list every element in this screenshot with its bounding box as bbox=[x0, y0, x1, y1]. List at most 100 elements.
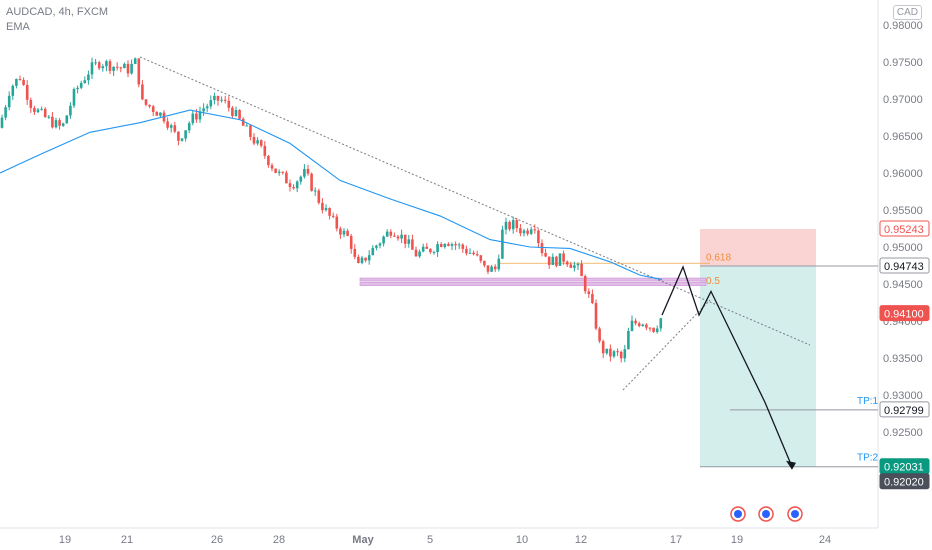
fib-618-label: 0.618 bbox=[706, 252, 731, 263]
candle-up bbox=[184, 130, 187, 139]
candle-up bbox=[501, 229, 504, 259]
candle-up bbox=[36, 109, 40, 113]
candle-down bbox=[252, 136, 256, 144]
candle-down bbox=[544, 253, 547, 257]
candle-down bbox=[155, 111, 159, 116]
candle-down bbox=[151, 106, 155, 112]
candle-up bbox=[256, 140, 259, 144]
candle-down bbox=[454, 244, 457, 246]
price-tag-label: 0.92799 bbox=[884, 405, 924, 417]
candle-down bbox=[526, 230, 529, 234]
descending-trendline[interactable] bbox=[139, 56, 811, 346]
candle-up bbox=[4, 107, 7, 118]
candle-down bbox=[652, 327, 655, 332]
flag-icon bbox=[762, 510, 770, 518]
candle-up bbox=[367, 255, 371, 261]
price-tag-box[interactable] bbox=[879, 220, 930, 237]
candle-down bbox=[349, 235, 353, 249]
candle-up bbox=[0, 117, 4, 128]
x-tick-label: 19 bbox=[731, 534, 743, 546]
candle-down bbox=[601, 341, 605, 354]
chart-title: AUDCAD, 4h, FXCM bbox=[6, 6, 109, 18]
candle-up bbox=[187, 123, 191, 131]
candle-down bbox=[411, 239, 414, 250]
candle-up bbox=[72, 89, 76, 106]
candle-down bbox=[565, 261, 569, 265]
y-tick-label: 0.97000 bbox=[883, 94, 923, 106]
x-tick-label: 28 bbox=[273, 534, 285, 546]
candle-up bbox=[191, 113, 195, 124]
candle-down bbox=[166, 121, 169, 128]
candle-down bbox=[594, 302, 598, 329]
candle-down bbox=[195, 113, 198, 120]
candle-down bbox=[540, 243, 544, 254]
y-tick-label: 0.92500 bbox=[883, 427, 923, 439]
candle-down bbox=[306, 168, 310, 174]
candle-down bbox=[465, 248, 468, 254]
candle-up bbox=[342, 230, 346, 235]
candle-down bbox=[591, 294, 594, 303]
candle-up bbox=[83, 80, 87, 84]
candle-up bbox=[450, 244, 454, 246]
candle-up bbox=[421, 246, 425, 252]
candle-down bbox=[126, 63, 130, 74]
candle-down bbox=[137, 58, 141, 85]
candle-up bbox=[101, 66, 105, 69]
ema-line[interactable] bbox=[0, 109, 663, 281]
candle-up bbox=[202, 108, 205, 112]
projection-arrowhead bbox=[786, 460, 796, 470]
take-profit-zone[interactable] bbox=[700, 266, 816, 467]
price-tag-box[interactable] bbox=[879, 401, 930, 418]
candle-up bbox=[655, 328, 659, 332]
candle-down bbox=[259, 140, 263, 146]
candle-down bbox=[148, 104, 151, 107]
candle-up bbox=[94, 62, 97, 64]
candle-up bbox=[299, 176, 303, 182]
candle-down bbox=[263, 145, 267, 156]
candle-up bbox=[551, 256, 555, 265]
price-tag-label: 0.92020 bbox=[884, 477, 924, 489]
price-tag-box[interactable] bbox=[879, 257, 930, 274]
candle-up bbox=[407, 239, 411, 244]
support-zone-top bbox=[359, 277, 707, 282]
candle-down bbox=[637, 323, 641, 327]
candle-down bbox=[486, 265, 490, 272]
candle-down bbox=[483, 260, 486, 266]
candle-down bbox=[533, 229, 537, 231]
x-tick-label: 19 bbox=[59, 534, 71, 546]
projection-path[interactable] bbox=[661, 265, 793, 468]
flag-icon bbox=[791, 510, 799, 518]
candle-down bbox=[310, 173, 313, 191]
price-tag-label: 0.92031 bbox=[884, 462, 924, 474]
candle-down bbox=[223, 99, 227, 101]
rising-support-line[interactable] bbox=[622, 299, 711, 391]
stop-loss-zone[interactable] bbox=[700, 229, 816, 267]
candle-down bbox=[58, 120, 61, 126]
candle-up bbox=[40, 108, 43, 110]
candle-up bbox=[234, 109, 238, 116]
x-tick-label: 26 bbox=[211, 534, 223, 546]
x-tick-label: 24 bbox=[819, 534, 831, 546]
candle-down bbox=[216, 95, 220, 101]
candle-down bbox=[115, 66, 119, 68]
candle-down bbox=[346, 230, 349, 236]
candle-down bbox=[241, 118, 245, 126]
candle-down bbox=[475, 254, 479, 256]
candle-down bbox=[22, 79, 25, 85]
candle-up bbox=[324, 208, 328, 211]
candle-up bbox=[443, 243, 447, 247]
indicator-label[interactable]: EMA bbox=[6, 21, 30, 33]
candle-down bbox=[119, 67, 123, 69]
candle-up bbox=[15, 78, 18, 86]
y-tick-label: 0.94500 bbox=[883, 279, 923, 291]
candle-down bbox=[396, 236, 400, 239]
candle-up bbox=[511, 220, 515, 230]
currency-button[interactable]: CAD bbox=[892, 5, 922, 20]
candle-up bbox=[529, 229, 533, 234]
candle-down bbox=[328, 208, 331, 216]
price-tag-box[interactable] bbox=[879, 305, 930, 322]
y-tick-label: 0.95000 bbox=[883, 242, 923, 254]
candle-up bbox=[90, 62, 94, 75]
price-tag-box[interactable] bbox=[879, 473, 930, 490]
